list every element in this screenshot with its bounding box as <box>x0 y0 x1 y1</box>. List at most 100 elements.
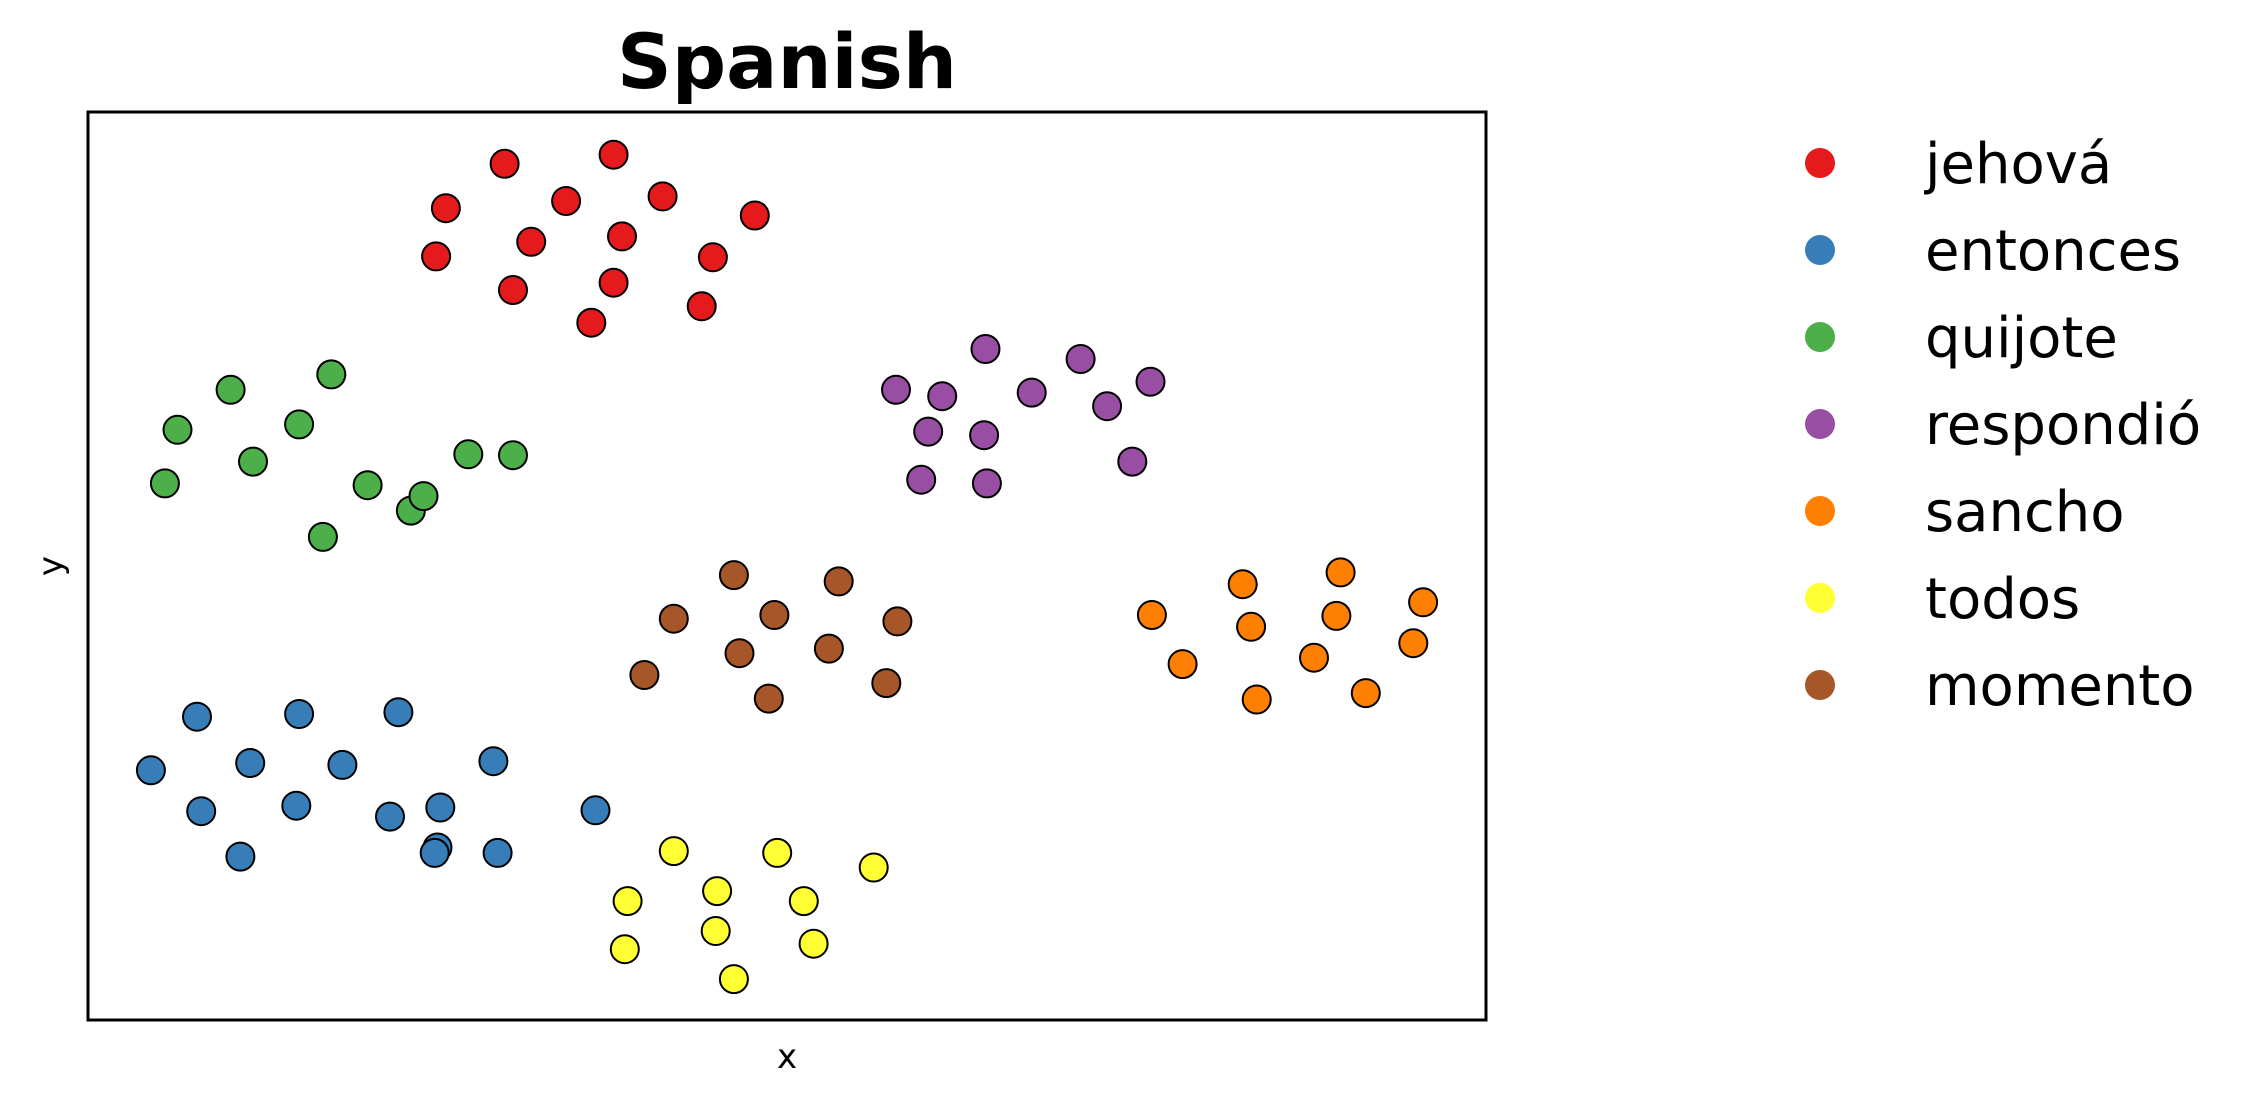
point-sancho-11 <box>1241 684 1272 715</box>
legend-label-quijote: quijote <box>1925 306 2118 371</box>
point-jehova-6 <box>421 241 452 272</box>
point-jehova-4 <box>598 139 629 170</box>
legend-marker-jehova <box>1805 148 1835 178</box>
point-quijote-2 <box>316 359 347 390</box>
point-jehova-1 <box>430 193 461 224</box>
point-quijote-12 <box>498 440 528 471</box>
legend-label-entonces: entonces <box>1925 219 2181 284</box>
point-quijote-7 <box>352 470 383 501</box>
point-jehova-10 <box>739 200 770 231</box>
point-respondio-5 <box>927 381 958 412</box>
legend-item-respondio: respondió <box>1805 393 2201 458</box>
point-momento-7 <box>724 638 755 669</box>
point-todos-1 <box>658 836 689 867</box>
point-respondio-2 <box>1065 344 1096 374</box>
point-entonces-5 <box>135 755 166 786</box>
point-momento-1 <box>718 560 749 591</box>
point-jehova-3 <box>551 186 582 216</box>
point-jehova-13 <box>598 267 629 298</box>
point-jehova-7 <box>516 226 547 257</box>
point-momento-2 <box>823 566 854 597</box>
point-todos-10 <box>718 964 749 995</box>
point-entonces-2 <box>284 699 315 729</box>
point-momento-6 <box>629 660 660 690</box>
point-entonces-1 <box>182 701 212 732</box>
series-respondio <box>881 334 1166 499</box>
point-entonces-12 <box>375 801 405 832</box>
point-entonces-9 <box>580 795 611 826</box>
legend-marker-momento <box>1805 670 1835 700</box>
point-momento-10 <box>753 683 784 714</box>
point-quijote-5 <box>149 468 180 499</box>
point-todos-6 <box>788 886 819 917</box>
point-todos-8 <box>609 934 640 965</box>
point-quijote-4 <box>284 409 315 440</box>
legend-item-todos: todos <box>1805 567 2080 632</box>
x-axis-label: x <box>777 1037 797 1077</box>
legend-item-momento: momento <box>1805 654 2195 719</box>
legend-item-entonces: entonces <box>1805 219 2181 284</box>
point-quijote-11 <box>408 481 439 512</box>
legend-label-sancho: sancho <box>1925 480 2125 545</box>
point-todos-9 <box>798 928 829 959</box>
point-jehova-9 <box>697 242 728 273</box>
point-respondio-9 <box>1117 446 1148 477</box>
point-respondio-10 <box>913 416 944 447</box>
series-quijote <box>149 359 528 552</box>
point-sancho-10 <box>1350 678 1381 709</box>
series-momento <box>629 560 913 714</box>
point-jehova-8 <box>607 221 637 252</box>
point-respondio-7 <box>1016 377 1047 408</box>
point-sancho-2 <box>1227 569 1258 600</box>
chart-title: Spanish <box>617 17 957 106</box>
legend: jehová entonces quijote respondió sancho todo… <box>1805 132 2201 719</box>
point-jehova-11 <box>498 275 528 305</box>
point-sancho-6 <box>1321 600 1352 631</box>
point-jehova-2 <box>489 148 520 179</box>
series-entonces <box>135 697 611 872</box>
point-respondio-3 <box>881 374 911 405</box>
series-sancho <box>1136 557 1439 715</box>
point-entonces-15 <box>419 837 450 868</box>
point-quijote-3 <box>162 414 193 445</box>
point-sancho-8 <box>1167 649 1198 680</box>
point-sancho-1 <box>1325 557 1356 588</box>
points-layer <box>135 139 1439 995</box>
point-momento-9 <box>871 668 902 699</box>
point-momento-3 <box>658 603 689 634</box>
series-jehova <box>421 139 770 338</box>
point-respondio-12 <box>971 468 1002 499</box>
legend-marker-quijote <box>1805 322 1835 352</box>
point-quijote-1 <box>215 374 246 405</box>
point-todos-2 <box>762 837 793 868</box>
point-entonces-10 <box>186 796 217 827</box>
point-quijote-10 <box>307 521 338 552</box>
point-momento-8 <box>813 633 844 664</box>
legend-label-momento: momento <box>1925 654 2195 719</box>
legend-marker-sancho <box>1805 496 1835 526</box>
point-todos-7 <box>700 916 731 946</box>
legend-marker-respondio <box>1805 409 1835 439</box>
point-entonces-8 <box>425 792 456 823</box>
point-sancho-3 <box>1408 587 1439 618</box>
y-axis-label: y <box>31 556 71 576</box>
point-momento-5 <box>882 606 913 637</box>
series-todos <box>609 836 889 995</box>
point-entonces-11 <box>281 790 312 821</box>
point-quijote-9 <box>453 439 484 470</box>
legend-label-jehova: jehová <box>1923 132 2112 197</box>
legend-item-sancho: sancho <box>1805 480 2125 545</box>
point-entonces-6 <box>235 748 266 778</box>
point-respondio-4 <box>1135 366 1166 397</box>
point-jehova-12 <box>576 307 607 338</box>
point-momento-4 <box>759 600 790 630</box>
point-entonces-4 <box>478 746 509 777</box>
point-entonces-7 <box>327 749 358 780</box>
point-jehova-5 <box>647 181 678 212</box>
point-respondio-6 <box>969 420 1000 451</box>
legend-item-jehova: jehová <box>1805 132 2112 197</box>
point-todos-5 <box>702 876 733 907</box>
legend-label-respondio: respondió <box>1925 393 2201 458</box>
point-sancho-5 <box>1236 611 1267 642</box>
